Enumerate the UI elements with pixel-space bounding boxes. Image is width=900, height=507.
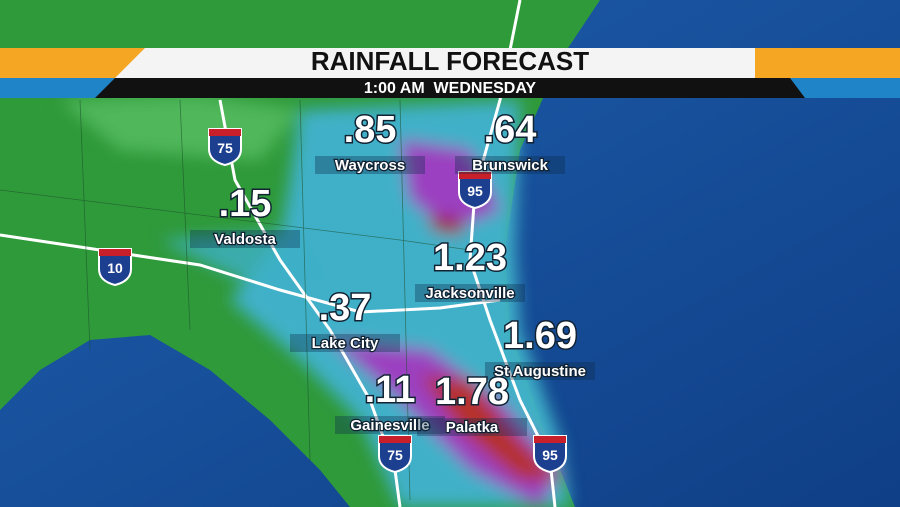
interstate-shield: 95	[458, 171, 492, 210]
rain-amount: .37	[319, 287, 372, 329]
rain-amount: .85	[344, 109, 397, 151]
shield-shape	[98, 248, 132, 287]
label-plate	[315, 156, 425, 174]
interstate-shield: 75	[378, 435, 412, 474]
shield-top	[459, 172, 491, 179]
label-plate	[455, 156, 565, 174]
shield-top	[534, 436, 566, 443]
shield-top	[99, 249, 131, 256]
shield-number: 95	[467, 183, 483, 199]
city-name: St Augustine	[494, 363, 586, 380]
rain-amount: 1.69	[503, 315, 577, 357]
city-name: Gainesville	[350, 417, 429, 434]
label-plate	[290, 334, 400, 352]
city-name: Lake City	[312, 335, 379, 352]
label-plate	[190, 230, 300, 248]
rain-amount: .15	[219, 183, 272, 225]
label-plate	[417, 418, 527, 436]
label-plate	[335, 416, 445, 434]
city-name: Valdosta	[214, 231, 276, 248]
city-name: Brunswick	[472, 157, 549, 174]
subtitle-band	[95, 78, 805, 98]
rain-amount: .64	[484, 109, 537, 151]
city-name: Palatka	[446, 419, 499, 436]
shield-number: 75	[217, 140, 233, 156]
city-name: Waycross	[335, 157, 405, 174]
header-banner: RAINFALL FORECAST 1:00 AM WEDNESDAY	[0, 46, 900, 98]
rain-amount: 1.78	[435, 371, 509, 413]
interstate-shield: 10	[98, 248, 132, 287]
shield-number: 95	[542, 447, 558, 463]
label-plate	[415, 284, 525, 302]
shield-top	[209, 129, 241, 136]
subtitle: 1:00 AM WEDNESDAY	[364, 80, 537, 97]
interstate-shield: 75	[208, 128, 242, 167]
rain-amount: .11	[365, 369, 416, 411]
title-band	[115, 48, 755, 78]
title: RAINFALL FORECAST	[311, 46, 589, 76]
rain-amount: 1.23	[433, 237, 507, 279]
shield-shape	[458, 171, 492, 210]
interstate-shield: 95	[533, 435, 567, 474]
shield-top	[379, 436, 411, 443]
shield-number: 10	[107, 260, 123, 276]
label-plate	[485, 362, 595, 380]
shield-shape	[533, 435, 567, 474]
shield-shape	[378, 435, 412, 474]
city-name: Jacksonville	[425, 285, 514, 302]
shield-number: 75	[387, 447, 403, 463]
shield-shape	[208, 128, 242, 167]
county-lines	[0, 99, 471, 501]
